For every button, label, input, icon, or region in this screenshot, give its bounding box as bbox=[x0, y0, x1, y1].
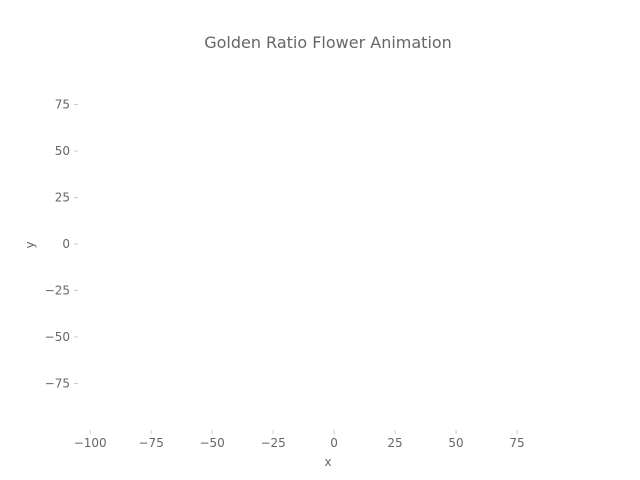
y-tick-label: 0 bbox=[62, 237, 70, 251]
y-tick-label: −75 bbox=[45, 377, 70, 391]
x-tick-label: −100 bbox=[74, 436, 107, 450]
y-axis-label: y bbox=[23, 241, 37, 248]
y-axis-ticks: 75 50 25 0 −25 −50 −75 bbox=[45, 98, 78, 391]
x-tick-label: −75 bbox=[139, 436, 164, 450]
y-tick-label: 75 bbox=[55, 98, 70, 112]
x-axis-ticks: −100 −75 −50 −25 0 25 50 75 bbox=[74, 430, 525, 450]
y-tick-label: −25 bbox=[45, 284, 70, 298]
chart-title: Golden Ratio Flower Animation bbox=[204, 33, 452, 52]
x-tick-label: 75 bbox=[509, 436, 524, 450]
x-axis-label: x bbox=[324, 455, 331, 469]
x-tick-label: −50 bbox=[199, 436, 224, 450]
x-tick-label: 25 bbox=[387, 436, 402, 450]
y-tick-label: −50 bbox=[45, 330, 70, 344]
x-tick-label: −25 bbox=[260, 436, 285, 450]
y-tick-label: 25 bbox=[55, 191, 70, 205]
x-tick-label: 0 bbox=[330, 436, 338, 450]
x-tick-label: 50 bbox=[448, 436, 463, 450]
y-tick-label: 50 bbox=[55, 144, 70, 158]
